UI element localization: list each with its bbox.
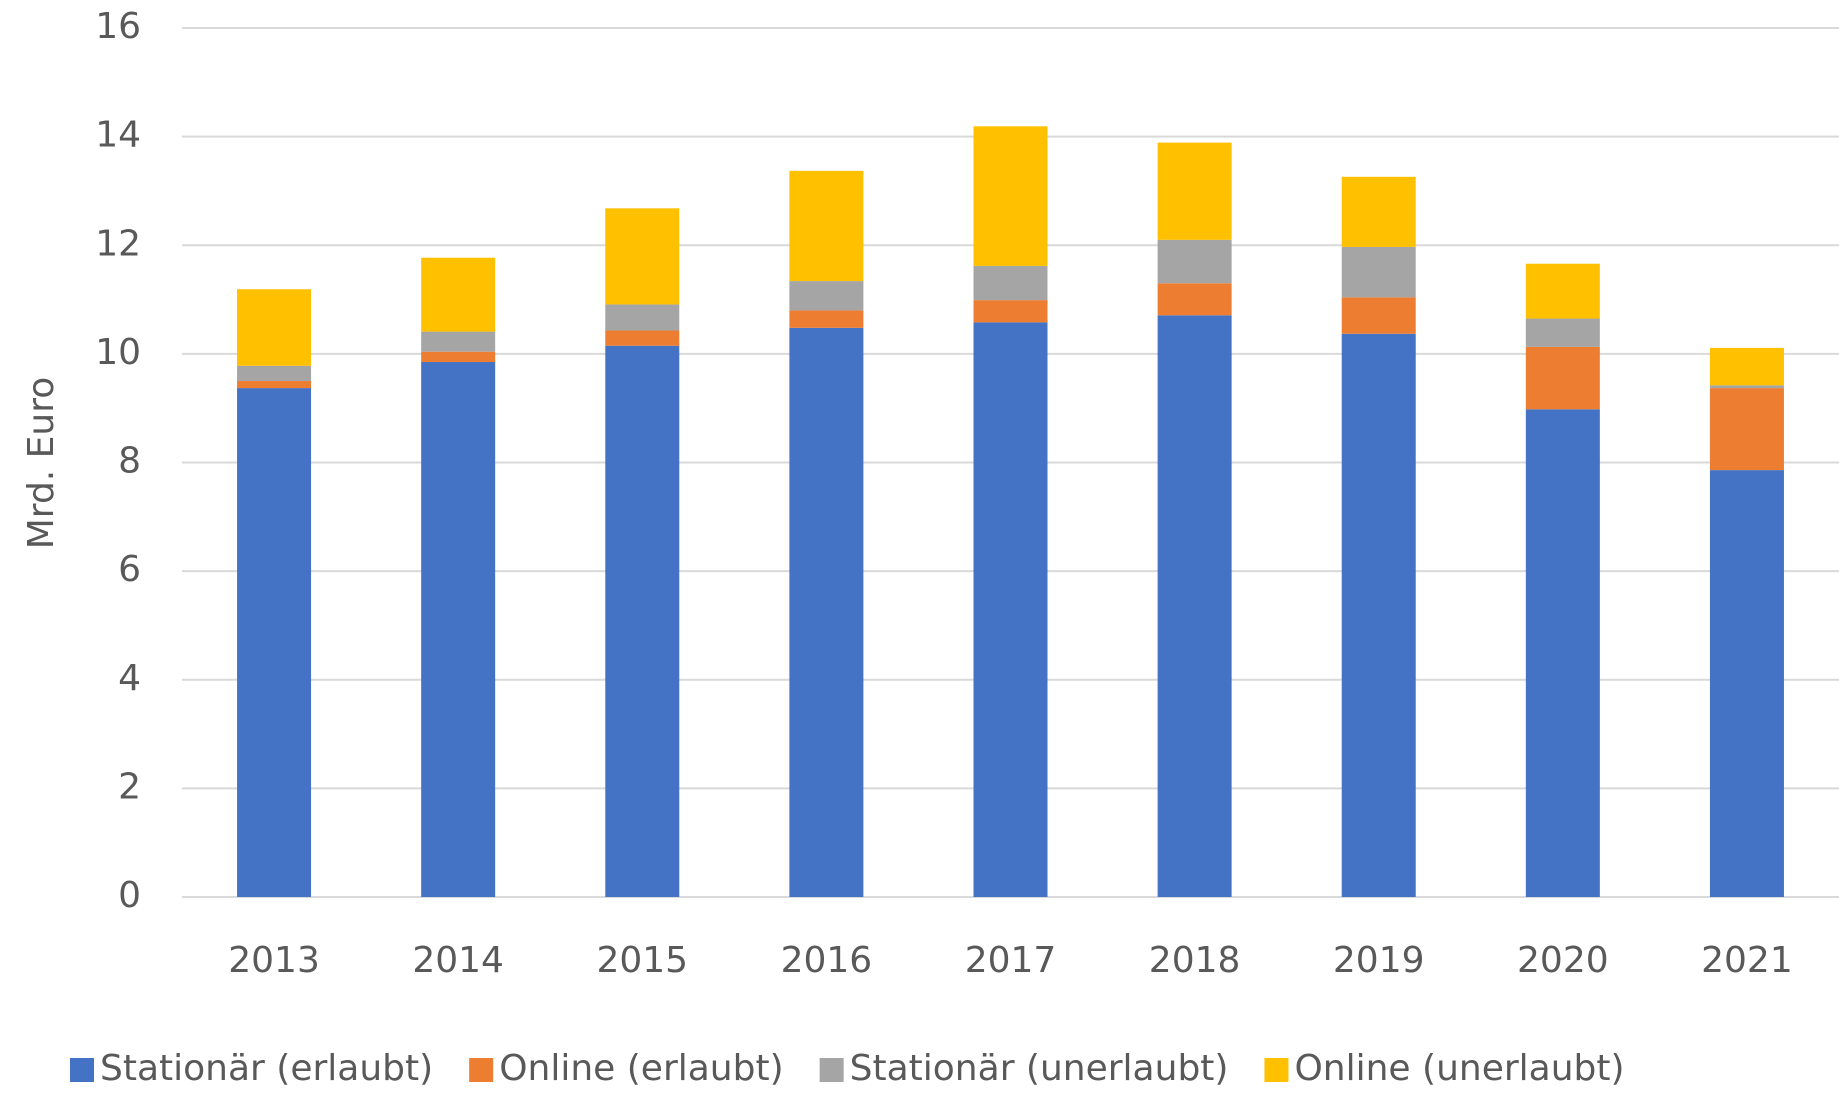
x-tick-label: 2021 [1701, 940, 1793, 981]
y-axis-label: Mrd. Euro [21, 377, 62, 550]
bar-segment [973, 126, 1048, 266]
bar-segment [1525, 409, 1600, 897]
bar-segment [237, 381, 312, 389]
x-tick-label: 2013 [228, 940, 320, 981]
bar-segment [605, 345, 680, 897]
y-tick-label: 2 [118, 766, 141, 807]
x-tick-label: 2018 [1149, 940, 1241, 981]
legend-swatch [819, 1058, 844, 1082]
x-tick-label: 2014 [412, 940, 504, 981]
x-tick-label: 2015 [596, 940, 688, 981]
bar-segment [421, 362, 496, 898]
bar-segment [1157, 315, 1232, 897]
y-tick-label: 16 [95, 6, 141, 47]
legend-swatch [70, 1058, 94, 1082]
y-tick-label: 0 [118, 875, 141, 916]
legend-label: Stationär (erlaubt) [100, 1048, 433, 1089]
bar-segment [789, 170, 864, 282]
x-tick-label: 2016 [781, 940, 873, 981]
y-tick-label: 4 [118, 658, 141, 699]
bar-segment [1341, 176, 1416, 247]
bar-segment [973, 300, 1048, 323]
bar-segment [237, 289, 312, 366]
bar-segment [1157, 239, 1232, 284]
bar-segment [237, 365, 312, 382]
bar-segment [421, 257, 496, 332]
y-tick-label: 6 [118, 549, 141, 590]
bar-segment [605, 304, 680, 331]
legend-swatch [469, 1058, 494, 1082]
legend-label: Online (unerlaubt) [1294, 1048, 1624, 1089]
bar-segment [789, 310, 864, 328]
y-tick-label: 14 [95, 115, 141, 156]
bar-segment [1341, 297, 1416, 334]
bar-segment [1709, 385, 1784, 389]
y-tick-label: 12 [95, 223, 141, 264]
x-tick-label: 2019 [1333, 940, 1425, 981]
bar-segment [973, 265, 1048, 301]
bar-segment [1525, 318, 1600, 347]
bar-segment [1341, 246, 1416, 298]
legend-label: Stationär (unerlaubt) [850, 1048, 1229, 1089]
bar-segment [421, 351, 496, 363]
bar-segment [421, 331, 496, 352]
legend-swatch [1264, 1058, 1289, 1082]
bar-segment [1709, 347, 1784, 386]
bar-segment [605, 208, 680, 305]
x-tick-label: 2020 [1517, 940, 1609, 981]
bar-segment [1157, 283, 1232, 316]
x-tick-label: 2017 [965, 940, 1057, 981]
bar-segment [1709, 388, 1784, 471]
bar-segment [789, 327, 864, 897]
bar-segment [605, 330, 680, 346]
bar-segment [237, 388, 312, 897]
bar-segment [973, 322, 1048, 897]
bar-segment [1157, 142, 1232, 240]
y-tick-label: 10 [95, 332, 141, 373]
bar-segment [1341, 333, 1416, 897]
bar-segment [1525, 263, 1600, 319]
legend-label: Online (erlaubt) [499, 1048, 783, 1089]
y-tick-label: 8 [118, 441, 141, 482]
bar-segment [789, 281, 864, 311]
bar-segment [1525, 346, 1600, 410]
bar-segment [1709, 470, 1784, 897]
